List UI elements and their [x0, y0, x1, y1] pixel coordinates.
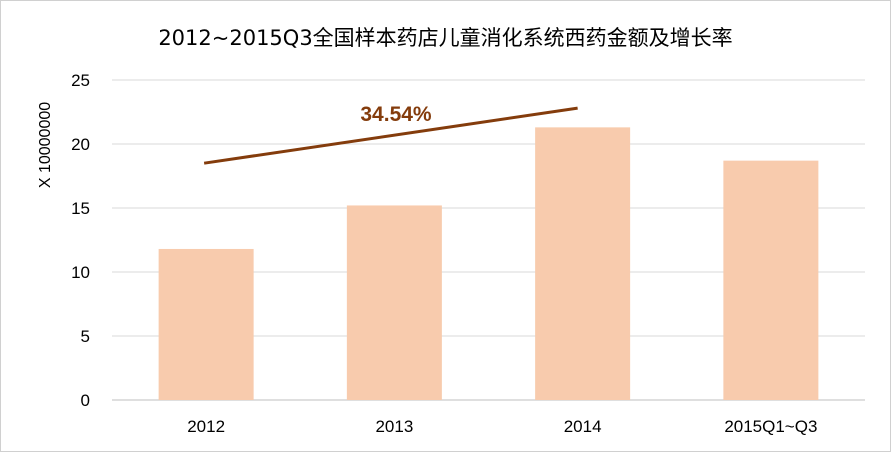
bar-2012 — [158, 248, 254, 400]
y-tick-label-10: 10 — [71, 263, 90, 282]
bar-2013 — [346, 205, 442, 400]
y-tick-label-25: 25 — [71, 71, 90, 90]
bar-2015Q1~Q3 — [723, 160, 819, 400]
y-tick-label-5: 5 — [81, 327, 90, 346]
trend-line — [203, 106, 578, 165]
growth-rate-label: 34.54% — [360, 103, 432, 126]
x-tick-label-2015Q1~Q3: 2015Q1~Q3 — [724, 417, 817, 436]
y-tick-label-0: 0 — [81, 391, 90, 410]
y-tick-labels: 0 5 10 15 20 25 — [71, 71, 90, 410]
bars — [158, 127, 819, 401]
x-tick-labels: 2012 2013 2014 2015Q1~Q3 — [187, 417, 817, 436]
x-tick-label-2012: 2012 — [187, 417, 225, 436]
y-tick-label-20: 20 — [71, 135, 90, 154]
y-tick-label-15: 15 — [71, 199, 90, 218]
growth-annotation: 34.54% — [203, 103, 578, 165]
bar-2014 — [535, 127, 631, 401]
y-axis-label: X 10000000 — [37, 102, 54, 188]
chart-title: 2012~2015Q3全国样本药店儿童消化系统西药金额及增长率 — [158, 26, 733, 50]
x-tick-label-2014: 2014 — [564, 417, 602, 436]
x-tick-label-2013: 2013 — [375, 417, 413, 436]
